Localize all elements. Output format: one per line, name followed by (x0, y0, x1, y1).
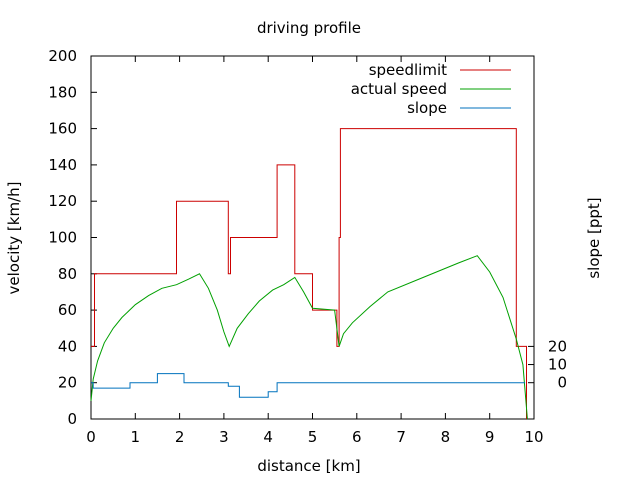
x-tick-label: 6 (352, 428, 362, 446)
x-tick-label: 8 (441, 428, 451, 446)
y2-tick-label: 10 (548, 356, 567, 374)
chart-title: driving profile (257, 19, 361, 37)
y-tick-label: 80 (58, 265, 77, 283)
legend-label: speedlimit (369, 61, 447, 79)
y2-tick-label: 20 (548, 337, 567, 355)
y-axis-label: velocity [km/h] (5, 182, 23, 295)
legend-label: actual speed (351, 80, 447, 98)
plot-frame (90, 55, 535, 420)
series-line-speedlimit (91, 128, 527, 419)
x-axis-label: distance [km] (257, 457, 360, 475)
x-tick-label: 2 (175, 428, 185, 446)
x-tick-label: 0 (86, 428, 96, 446)
x-tick-label: 10 (524, 428, 543, 446)
y-tick-label: 160 (48, 120, 77, 138)
y2-tick-label: 0 (557, 374, 567, 392)
y-tick-label: 20 (58, 374, 77, 392)
x-tick-label: 4 (263, 428, 273, 446)
y-tick-label: 0 (67, 410, 77, 428)
x-tick-label: 7 (396, 428, 406, 446)
legend-label: slope (407, 99, 447, 117)
y-tick-label: 60 (58, 301, 77, 319)
y-tick-label: 140 (48, 156, 77, 174)
x-tick-label: 3 (219, 428, 229, 446)
y-tick-label: 180 (48, 83, 77, 101)
y-tick-label: 120 (48, 192, 77, 210)
y-tick-label: 200 (48, 47, 77, 65)
x-tick-label: 5 (308, 428, 318, 446)
series-line-slope (91, 373, 526, 398)
y-tick-label: 100 (48, 229, 77, 247)
x-tick-label: 1 (131, 428, 141, 446)
series-line-actual-speed (90, 255, 528, 420)
x-tick-label: 9 (485, 428, 495, 446)
y2-axis-label: slope [ppt] (585, 197, 603, 278)
y-tick-label: 40 (58, 337, 77, 355)
